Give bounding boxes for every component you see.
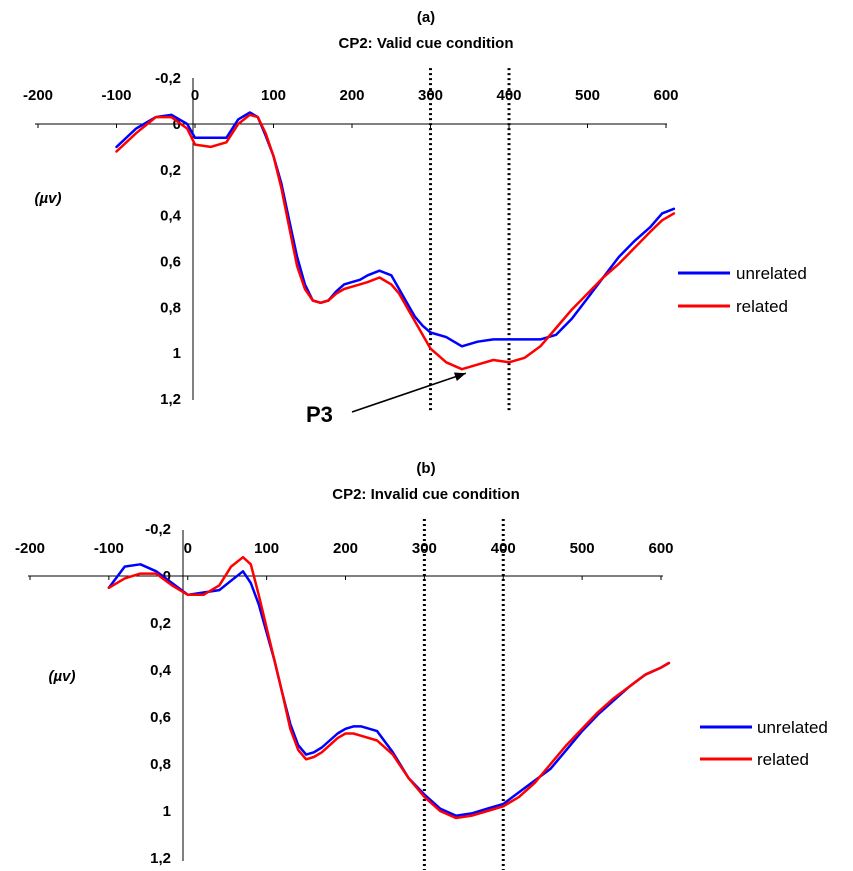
panel-b-y-axis-label: (µv) bbox=[49, 668, 76, 685]
panel-a-annotation: P3 bbox=[306, 372, 467, 427]
panel-a-x-tick-labels: -200 -100 0 100 200 300 400 500 600 bbox=[23, 87, 679, 104]
panel-a-legend-label-unrelated: unrelated bbox=[736, 264, 807, 283]
x-tick-label: -100 bbox=[94, 540, 124, 557]
panel-b-legend-label-related: related bbox=[757, 750, 809, 769]
y-tick-label: -0,2 bbox=[155, 70, 181, 87]
x-tick-label: 200 bbox=[333, 540, 358, 557]
x-tick-label: 0 bbox=[184, 540, 192, 557]
x-tick-label: 500 bbox=[575, 87, 600, 104]
panel-b-legend: unrelated related bbox=[700, 718, 828, 769]
series-line-related bbox=[107, 555, 671, 820]
y-tick-label: 0,2 bbox=[150, 615, 171, 632]
panel-b-label: (b) bbox=[416, 460, 435, 477]
panel-a-annotation-text: P3 bbox=[306, 402, 333, 427]
panel-b-vertical-markers bbox=[422, 519, 505, 870]
panel-a-y-axis-label: (µv) bbox=[35, 190, 62, 207]
y-tick-label: 0,2 bbox=[160, 162, 181, 179]
panel-a-vertical-markers bbox=[429, 68, 511, 411]
x-tick-label: 500 bbox=[570, 540, 595, 557]
series-line-unrelated bbox=[115, 111, 676, 348]
x-tick-label: -200 bbox=[23, 87, 53, 104]
x-tick-label: 600 bbox=[653, 87, 678, 104]
y-tick-label: 1 bbox=[173, 345, 181, 362]
panel-a-annotation-arrow bbox=[351, 372, 467, 413]
panel-b-legend-label-unrelated: unrelated bbox=[757, 718, 828, 737]
panel-a-label: (a) bbox=[417, 9, 435, 26]
x-tick-label: 100 bbox=[254, 540, 279, 557]
panel-b-x-tick-marks bbox=[29, 576, 662, 580]
panel-a-title: CP2: Valid cue condition bbox=[338, 35, 513, 52]
y-tick-label: 1,2 bbox=[150, 850, 171, 867]
y-tick-label: 1 bbox=[163, 803, 171, 820]
y-tick-label: 0,4 bbox=[150, 662, 172, 679]
x-tick-label: 0 bbox=[191, 87, 199, 104]
x-tick-label: -100 bbox=[101, 87, 131, 104]
panel-b-title: CP2: Invalid cue condition bbox=[332, 486, 520, 503]
panel-a-x-tick-marks bbox=[37, 124, 667, 128]
panel-a-legend-label-related: related bbox=[736, 297, 788, 316]
panel-a-series bbox=[115, 111, 676, 371]
x-tick-label: 400 bbox=[496, 87, 521, 104]
series-line-related bbox=[115, 113, 676, 371]
panel-b-series bbox=[107, 555, 671, 820]
panel-b-x-tick-labels: -200 -100 0 100 200 300 400 500 600 bbox=[15, 540, 674, 557]
y-tick-label: 0,6 bbox=[160, 254, 181, 271]
series-line-unrelated bbox=[107, 563, 671, 817]
panel-a-annotation-arrowhead bbox=[453, 372, 466, 382]
y-tick-label: 0,4 bbox=[160, 208, 182, 225]
y-tick-label: 0,8 bbox=[150, 756, 171, 773]
panel-a-legend: unrelated related bbox=[678, 264, 807, 316]
x-tick-label: 200 bbox=[339, 87, 364, 104]
y-tick-label: 0,8 bbox=[160, 299, 181, 316]
x-tick-label: 400 bbox=[491, 540, 516, 557]
panel-a-chart: (a) CP2: Valid cue condition -200 -100 0 10… bbox=[23, 9, 807, 427]
y-tick-label: 0,6 bbox=[150, 709, 171, 726]
x-tick-label: 100 bbox=[261, 87, 286, 104]
x-tick-label: 300 bbox=[418, 87, 443, 104]
x-tick-label: 300 bbox=[412, 540, 437, 557]
y-tick-label: 1,2 bbox=[160, 391, 181, 408]
panel-b-chart: (b) CP2: Invalid cue condition -200 -100 0… bbox=[15, 460, 828, 870]
x-tick-label: 600 bbox=[648, 540, 673, 557]
x-tick-label: -200 bbox=[15, 540, 45, 557]
y-tick-label: -0,2 bbox=[145, 521, 171, 538]
